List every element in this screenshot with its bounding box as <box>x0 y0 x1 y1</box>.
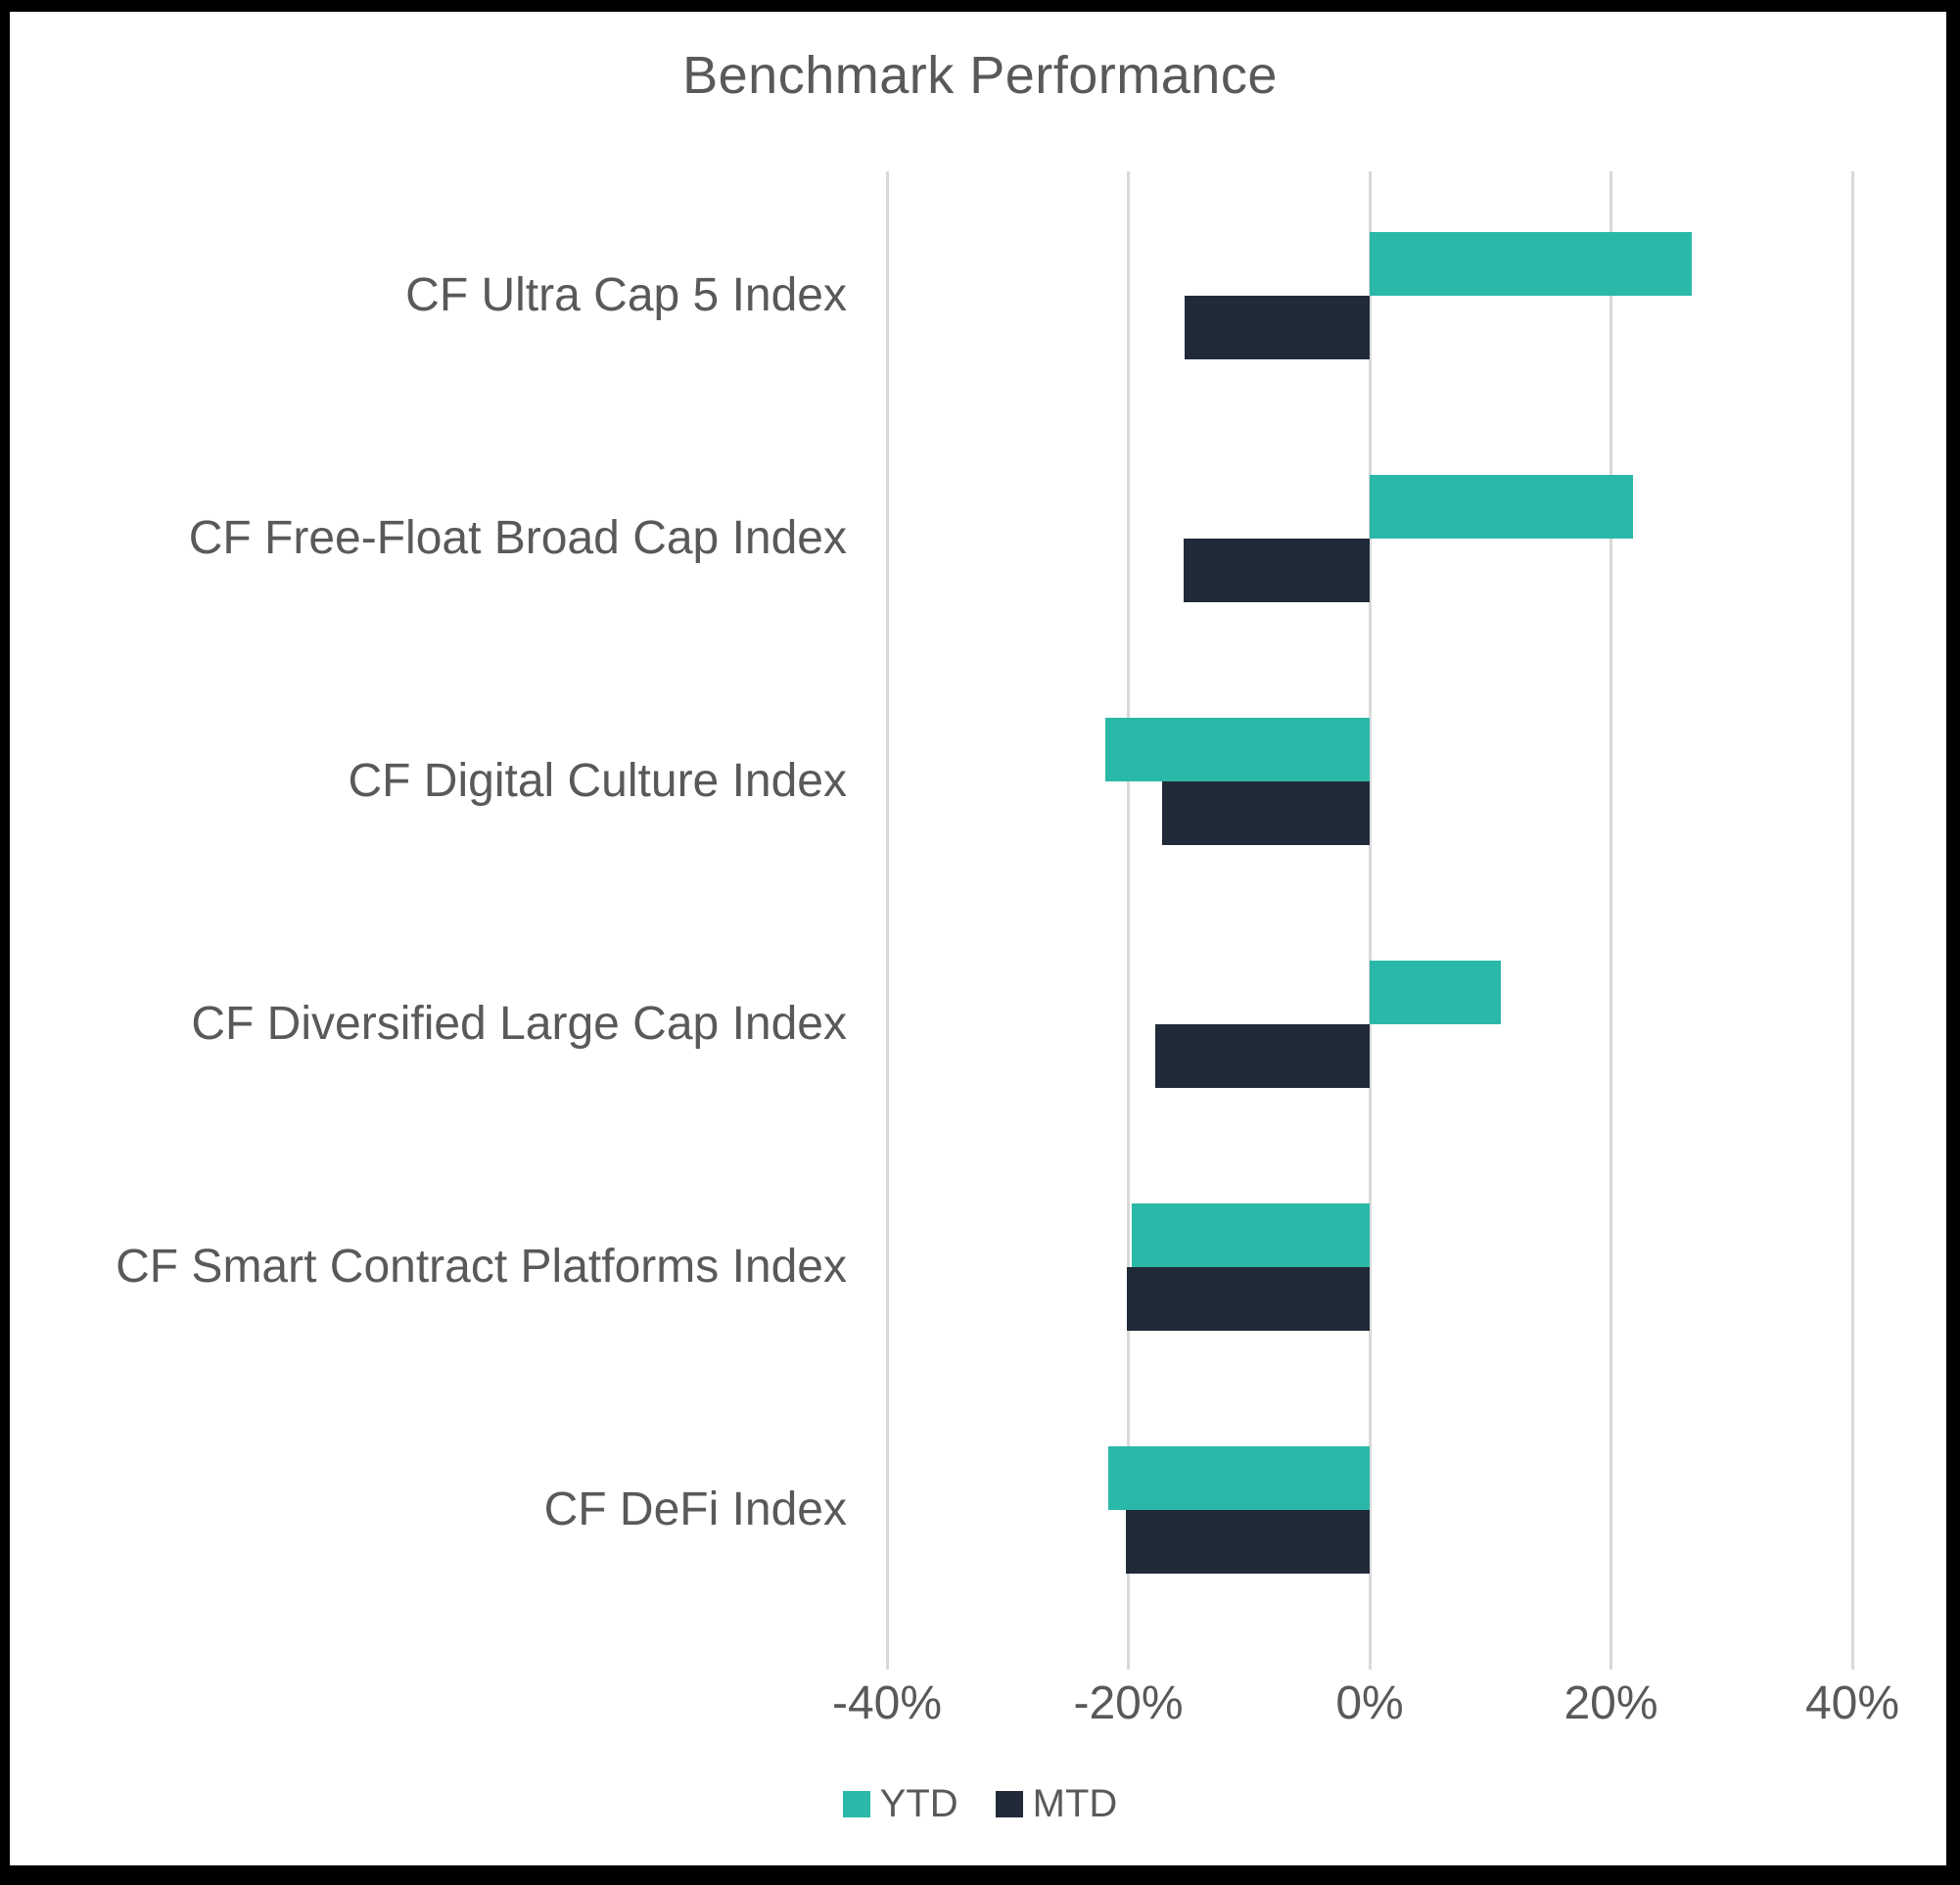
mtd-bar <box>1184 539 1370 602</box>
category-label: CF DeFi Index <box>543 1484 847 1535</box>
chart-title: Benchmark Performance <box>682 46 1278 105</box>
mtd-bar <box>1154 1024 1370 1088</box>
mtd-bar <box>1162 781 1370 845</box>
ytd-bar <box>1370 232 1693 296</box>
category-label: CF Free-Float Broad Cap Index <box>188 512 847 564</box>
ytd-bar <box>1132 1203 1370 1267</box>
mtd-bar <box>1127 1267 1370 1331</box>
legend-item-mtd: MTD <box>995 1782 1118 1826</box>
category-label: CF Diversified Large Cap Index <box>191 998 847 1050</box>
ytd-bar <box>1370 961 1502 1024</box>
legend-item-ytd: YTD <box>842 1782 958 1826</box>
category-label: CF Ultra Cap 5 Index <box>405 269 847 321</box>
x-axis-tick-label: 20% <box>1563 1677 1658 1729</box>
legend: YTD MTD <box>0 1782 1960 1826</box>
legend-swatch-ytd-icon <box>842 1791 870 1817</box>
gridline <box>1610 171 1612 1670</box>
ytd-bar <box>1107 1446 1370 1510</box>
x-axis-tick-label: -40% <box>831 1677 943 1729</box>
legend-label-mtd: MTD <box>1032 1782 1118 1825</box>
legend-label-ytd: YTD <box>879 1782 958 1825</box>
gridline <box>1127 171 1130 1670</box>
legend-swatch-mtd-icon <box>995 1791 1023 1817</box>
category-label: CF Smart Contract Platforms Index <box>116 1241 847 1293</box>
mtd-bar <box>1126 1510 1370 1574</box>
gridline <box>1368 171 1372 1670</box>
x-axis-tick-label: -20% <box>1073 1677 1184 1729</box>
category-label: CF Digital Culture Index <box>348 755 847 807</box>
ytd-bar <box>1105 718 1370 781</box>
gridline <box>1850 171 1854 1670</box>
ytd-bar <box>1370 475 1633 539</box>
mtd-bar <box>1185 296 1370 359</box>
gridline <box>885 171 889 1670</box>
x-axis-tick-label: 0% <box>1335 1677 1404 1729</box>
x-axis-tick-label: 40% <box>1804 1677 1900 1729</box>
